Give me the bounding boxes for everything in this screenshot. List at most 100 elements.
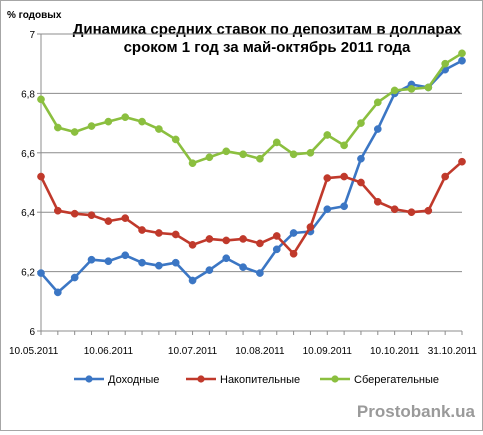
series-2-point — [205, 235, 214, 243]
series-3-point — [138, 117, 146, 126]
series-2-point — [70, 209, 79, 218]
series-3-point — [70, 128, 79, 136]
y-tick-label: 6,6 — [21, 149, 35, 160]
series-2-point — [272, 232, 281, 240]
series-line-3 — [39, 52, 463, 165]
legend-label-1: Доходные — [108, 374, 159, 386]
series-3-point — [155, 125, 163, 133]
series-1-point — [239, 263, 247, 271]
series-2-point — [306, 223, 315, 231]
series-1-point — [138, 258, 146, 267]
series-2-point — [121, 214, 130, 222]
series-1-point — [188, 276, 197, 285]
series-3-point — [373, 98, 382, 107]
series-1-point — [53, 288, 62, 297]
series-2-point — [239, 235, 247, 243]
series-3-point — [407, 85, 416, 93]
series-2-point — [340, 172, 348, 181]
legend-label-3: Сберегательные — [354, 374, 439, 386]
series-3-point — [222, 147, 231, 156]
chart-title-line-1: Динамика средних ставок по депозитам в д… — [73, 21, 462, 38]
legend-marker-1 — [85, 375, 93, 383]
series-3-point — [171, 135, 180, 144]
series-3-point — [104, 117, 113, 126]
series-3-point — [357, 119, 365, 127]
series-2-point — [407, 208, 416, 217]
series-3-point — [205, 153, 214, 162]
series-1-point — [373, 125, 382, 133]
series-2-point — [188, 241, 197, 249]
series-2-point — [87, 211, 96, 220]
y-tick-label: 6,4 — [21, 208, 35, 219]
series-3-point — [306, 148, 315, 157]
x-tick-label: 31.10.2011 — [428, 346, 478, 357]
series-line-1 — [40, 59, 463, 294]
x-tick-label: 10.08.2011 — [235, 346, 285, 357]
series-3-point — [458, 49, 466, 58]
series-1-point — [458, 56, 466, 65]
series-1-point — [155, 261, 163, 270]
y-axis-label: % годовых — [7, 10, 62, 21]
series-1-point — [121, 251, 130, 260]
series-1-point — [171, 258, 180, 267]
legend-marker-2 — [197, 375, 205, 383]
y-tick-label: 6,8 — [21, 89, 35, 100]
series-2-point — [441, 172, 450, 181]
series-3-point — [441, 59, 450, 68]
series-line-2 — [39, 160, 463, 256]
series-2-point — [458, 157, 466, 166]
series-2-point — [222, 236, 231, 245]
series-2-point — [256, 239, 264, 248]
series-2-point — [390, 205, 399, 214]
series-2-point — [424, 206, 433, 215]
series-1-point — [289, 229, 298, 237]
series-1-point — [357, 154, 365, 163]
series-2-point — [37, 172, 45, 181]
series-3-point — [188, 159, 197, 168]
series-3-point — [239, 150, 247, 159]
y-tick-label: 7 — [29, 30, 35, 41]
series-2-point — [323, 174, 332, 182]
legend-label-2: Накопительные — [220, 374, 300, 386]
series-1-point — [70, 273, 79, 282]
series-3-point — [390, 86, 399, 95]
series-2-point — [155, 229, 163, 237]
series-1-point — [340, 202, 348, 211]
y-tick-label: 6 — [29, 327, 35, 338]
series-3-point — [121, 113, 130, 122]
series-3-point — [340, 141, 348, 150]
x-tick-label: 10.05.2011 — [9, 346, 59, 357]
series-1-point — [256, 269, 264, 277]
series-3-point — [289, 150, 298, 159]
legend-marker-3 — [331, 375, 339, 383]
series-3-point — [53, 123, 62, 132]
series-2-point — [171, 230, 180, 239]
series-1-point — [272, 245, 281, 254]
series-3-point — [256, 154, 264, 163]
x-tick-label: 10.10.2011 — [370, 346, 420, 357]
series-2-point — [357, 178, 365, 187]
series-1-point — [222, 254, 231, 263]
series-1-point — [104, 257, 113, 266]
series-1-point — [87, 255, 96, 264]
series-3-point — [37, 95, 45, 104]
series-2-point — [289, 249, 298, 258]
series-2-point — [53, 206, 62, 215]
chart-title-line-2: сроком 1 год за май-октябрь 2011 года — [124, 39, 411, 56]
series-2-point — [373, 197, 382, 206]
watermark: Prostobank.ua — [357, 402, 476, 421]
legend: Доходные Накопительные Сберегательные — [74, 374, 439, 386]
x-tick-label: 10.09.2011 — [303, 346, 353, 357]
series-3-point — [323, 131, 332, 139]
series-3-point — [424, 83, 433, 92]
series-3-point — [272, 138, 281, 147]
series-1-point — [205, 266, 214, 274]
series-3-point — [87, 122, 96, 130]
series-1-point — [323, 205, 332, 214]
y-tick-label: 6,2 — [21, 268, 35, 279]
series-1-point — [37, 269, 45, 277]
series-2-point — [104, 217, 113, 225]
plot-area: 6 6,2 6,4 6,6 6,8 7 10.05.2011 10.06.2011 10.07.… — [9, 30, 477, 357]
